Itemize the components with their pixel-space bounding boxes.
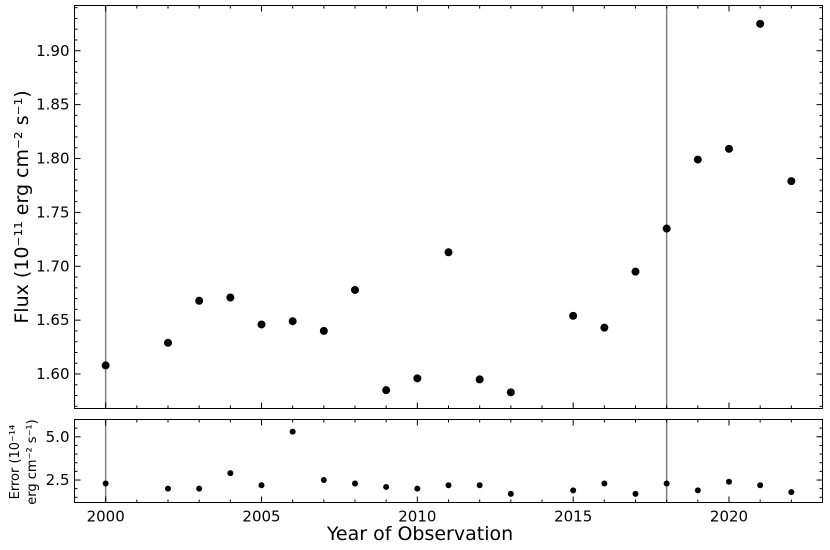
error-data-point	[757, 482, 764, 489]
error-data-point	[352, 480, 358, 487]
x-tick-label: 2010	[398, 508, 436, 526]
error-panel-frame	[74, 419, 823, 503]
error-data-point	[507, 490, 514, 497]
error-data-point	[258, 482, 265, 489]
error-data-point	[788, 489, 795, 496]
flux-data-point	[506, 388, 515, 397]
error-data-point	[320, 477, 327, 484]
flux-panel-vertical-lines	[104, 5, 668, 409]
flux-y-tick-label: 1.65	[36, 311, 69, 329]
flux-axis-label: Flux (10⁻¹¹ erg cm⁻² s⁻¹)	[11, 90, 33, 323]
x-axis-label: Year of Observation	[326, 523, 513, 545]
flux-data-point	[164, 338, 172, 347]
error-panel-vertical-lines	[104, 419, 668, 503]
error-data-point	[726, 478, 732, 485]
flux-data-point	[693, 155, 702, 164]
flux-y-tick-label: 1.70	[36, 257, 69, 275]
flux-data-point	[319, 326, 328, 335]
error-data-point	[694, 487, 701, 494]
flux-data-point	[351, 285, 359, 294]
flux-data-point	[475, 375, 484, 384]
flux-data-point	[569, 311, 578, 320]
flux-data-point	[382, 386, 391, 395]
flux-data-point	[631, 267, 640, 276]
flux-panel-ticks: 1.60 1.65 1.70 1.75 1.80 1.85 1.90	[36, 5, 823, 409]
flux-data-point	[101, 361, 110, 370]
error-data-point	[383, 483, 390, 490]
x-tick-labels: 2000 2005 2010 2015 2020	[87, 508, 749, 526]
flux-data-point	[787, 177, 796, 186]
x-tick-label: 2000	[87, 508, 125, 526]
error-panel: 2.5 5.0 2000 2005 2010 2015 2020 Error (10⁻¹⁴…	[8, 419, 823, 526]
flux-panel: 1.60 1.65 1.70 1.75 1.80 1.85 1.90 Flux (10⁻¹¹…	[11, 5, 823, 409]
error-data-point	[663, 480, 670, 487]
error-data-point	[102, 480, 109, 487]
flux-data-point	[662, 224, 671, 233]
error-data-point	[165, 485, 171, 492]
x-tick-label: 2005	[242, 508, 280, 526]
flux-panel-frame	[74, 5, 823, 409]
flux-data-point	[600, 323, 609, 332]
flux-y-tick-label: 1.90	[36, 42, 69, 60]
x-tick-label: 2020	[710, 508, 748, 526]
flux-data-point	[444, 248, 453, 257]
error-data-point	[227, 470, 234, 477]
error-panel-points	[102, 428, 795, 497]
flux-data-point	[413, 374, 422, 383]
error-data-point	[570, 487, 577, 494]
error-axis-label-line1: Error (10⁻¹⁴	[8, 425, 23, 500]
error-y-tick-label: 2.5	[46, 471, 70, 489]
error-data-point	[196, 485, 203, 492]
error-panel-ticks: 2.5 5.0	[46, 419, 823, 503]
x-tick-label: 2015	[554, 508, 592, 526]
flux-y-tick-label: 1.85	[36, 96, 69, 114]
error-data-point	[601, 480, 608, 487]
flux-y-tick-label: 1.60	[36, 365, 69, 383]
flux-data-point	[725, 144, 733, 153]
error-y-tick-label: 5.0	[46, 428, 70, 446]
flux-panel-points	[101, 19, 796, 397]
flux-y-tick-label: 1.80	[36, 150, 69, 168]
flux-data-point	[288, 317, 297, 326]
error-data-point	[414, 485, 421, 492]
error-data-point	[445, 482, 452, 489]
error-data-point	[289, 428, 296, 435]
flux-data-point	[756, 19, 765, 28]
error-data-point	[632, 490, 639, 497]
flux-data-point	[257, 320, 266, 329]
flux-data-point	[195, 296, 204, 305]
error-data-point	[476, 482, 483, 489]
flux-data-point	[226, 293, 235, 302]
flux-y-tick-label: 1.75	[36, 203, 69, 221]
error-axis-label-line2: erg cm⁻² s⁻¹)	[25, 419, 40, 504]
